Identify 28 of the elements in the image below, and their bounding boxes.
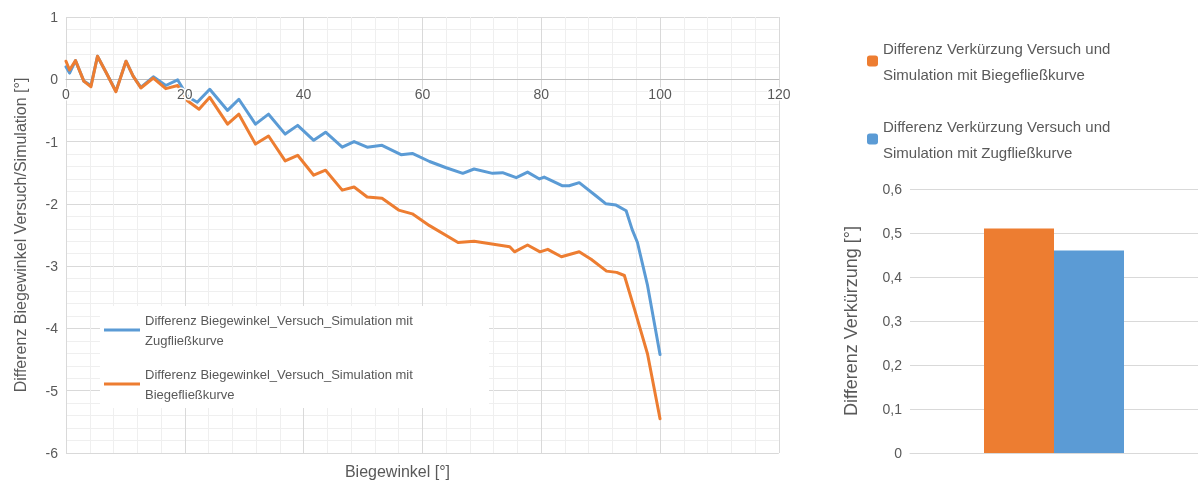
y-axis-title: Differenz Biegewinkel Versuch/Simulation [°] [11,77,29,393]
legend-label: Differenz Verkürzung Versuch und Simulation mit Zugfließkurve [883,117,1115,161]
y-tick-label: 0,2 [882,357,903,373]
y-tick-label: 0,6 [882,181,903,197]
y-tick-label: 0 [894,445,903,461]
x-tick-label: 40 [295,86,312,103]
x-tick-label: 0 [62,86,71,103]
y-tick-label: 0,1 [882,401,903,417]
x-axis-title: Biegewinkel [°] [344,462,451,480]
y-tick-label: 0,4 [882,269,903,285]
y-tick-label: -5 [45,382,59,399]
y-tick-label: -1 [45,133,59,150]
y-axis-title: Differenz Verkürzung [°] [841,226,861,416]
y-tick-label: -6 [45,445,59,461]
legend-label: Differenz Verkürzung Versuch und Simulation mit Biegefließkurve [883,39,1115,83]
y-tick-label: 0 [50,71,59,88]
y-tick-label: -3 [45,258,59,275]
legend-label: Differenz Biegewinkel_Versuch_Simulation mit Biegefließkurve [145,366,417,402]
y-tick-label: 1 [50,9,59,25]
y-tick-label: 0,5 [882,225,903,241]
y-tick-label: -2 [45,195,59,212]
x-tick-label: 120 [767,86,791,103]
x-tick-label: 80 [533,86,550,103]
y-tick-label: 0,3 [882,313,903,329]
x-tick-label: 60 [414,86,431,103]
y-tick-label: -4 [45,320,59,337]
x-tick-label: 100 [648,86,672,103]
legend-label: Differenz Biegewinkel_Versuch_Simulation mit Zugfließkurve [145,312,417,348]
